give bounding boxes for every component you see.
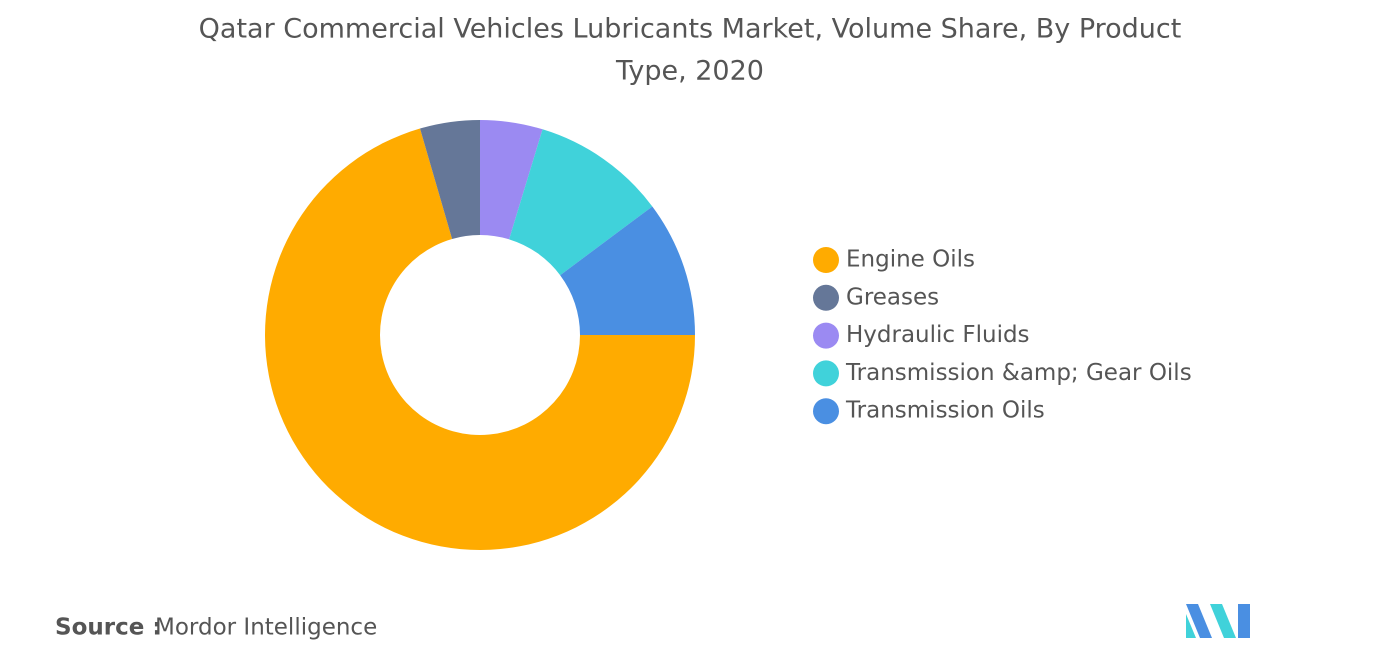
legend-swatch — [813, 398, 839, 425]
source-label: Source : — [55, 615, 162, 641]
legend-swatch — [813, 322, 839, 349]
slice — [264, 128, 695, 550]
legend-label: Transmission &amp; Gear Oils — [845, 360, 1192, 386]
chart-title: Qatar Commercial Vehicles Lubricants Mar… — [199, 14, 1182, 45]
slice — [480, 120, 543, 240]
legend-label: Hydraulic Fluids — [846, 322, 1030, 348]
legend-swatch — [813, 360, 839, 387]
legend-label: Greases — [846, 284, 939, 310]
legend-swatch — [813, 247, 839, 273]
legend-label: Engine Oils — [846, 247, 975, 273]
chart-title: Type, 2020 — [615, 56, 764, 87]
legend-label: Transmission Oils — [845, 398, 1045, 424]
slice — [560, 206, 695, 335]
slice — [509, 129, 653, 276]
slice — [420, 120, 480, 239]
source: Mordor Intelligence — [155, 615, 377, 641]
legend: Engine Oils Greases Hydraulic Fluids Transm… — [813, 247, 1192, 425]
plot — [264, 120, 695, 550]
legend-swatch — [813, 284, 839, 311]
logo — [1186, 604, 1250, 638]
